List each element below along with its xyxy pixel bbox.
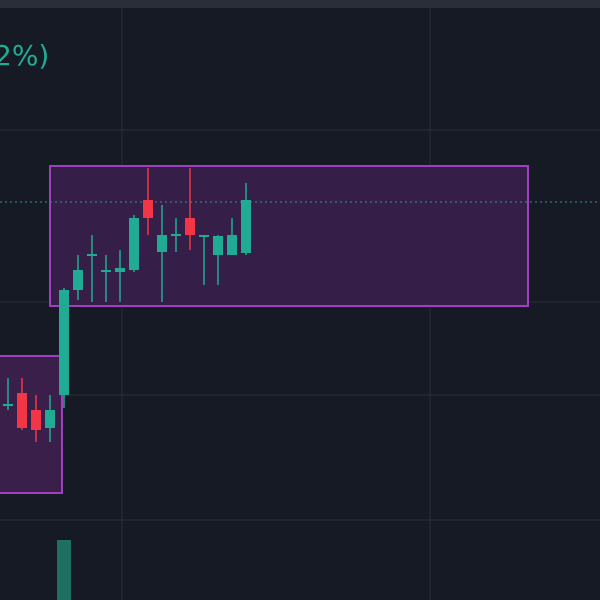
candle-body — [45, 410, 55, 428]
candle-body — [73, 270, 83, 290]
candle-body — [143, 200, 153, 218]
change-label: 2%) — [0, 39, 49, 72]
candle-body — [185, 218, 195, 235]
candle-body — [157, 235, 167, 252]
candle-body — [17, 393, 27, 428]
candle-body — [3, 404, 13, 406]
zone-box — [49, 165, 529, 307]
candle-body — [227, 235, 237, 255]
candle-body — [115, 268, 125, 272]
candle-body — [101, 270, 111, 272]
candle-body — [241, 200, 251, 253]
candle-body — [199, 235, 209, 237]
candle-body — [87, 254, 97, 256]
top-bar — [0, 0, 600, 8]
candle-body — [171, 234, 181, 236]
candle-body — [213, 236, 223, 255]
volume-bar — [57, 540, 71, 600]
candle-body — [59, 290, 69, 395]
candle-body — [129, 218, 139, 270]
candle-body — [31, 410, 41, 430]
